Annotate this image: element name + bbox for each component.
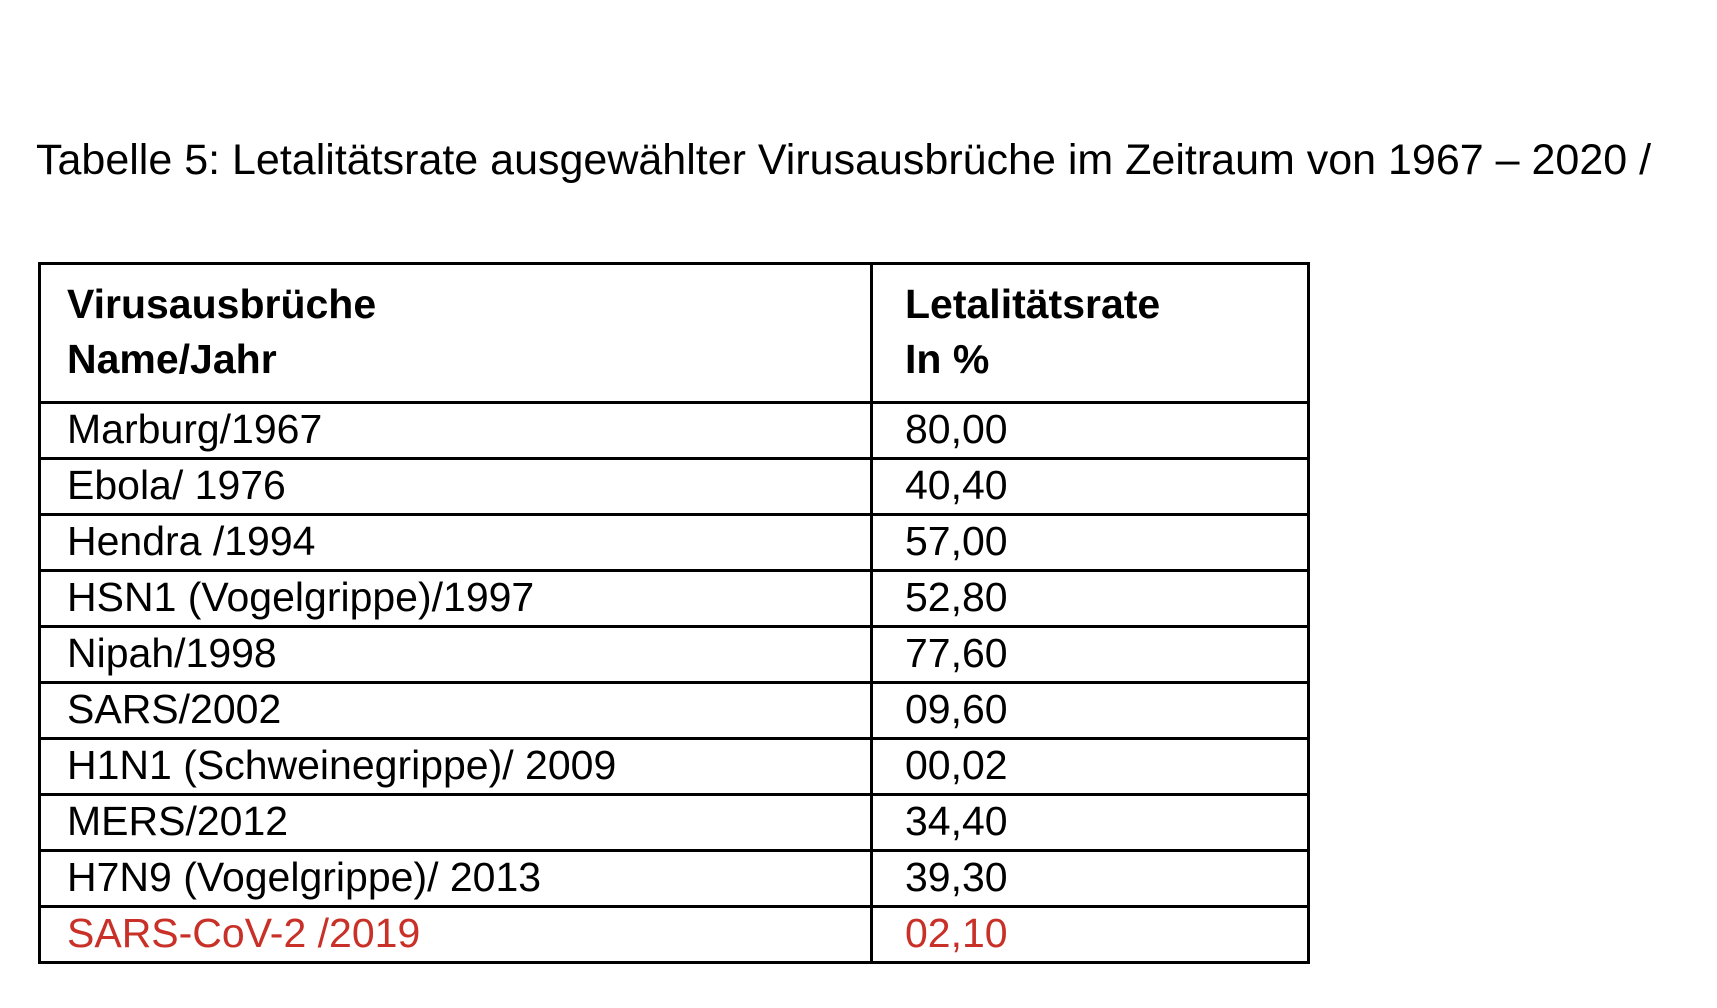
rate-cell: 02,10: [870, 905, 1310, 964]
table-row: HSN1 (Vogelgrippe)/1997 52,80: [38, 569, 1310, 628]
virus-name-cell: Nipah/1998: [38, 625, 873, 684]
rate-cell: 52,80: [870, 569, 1310, 628]
table-row: SARS-CoV-2 /2019 02,10: [38, 905, 1310, 964]
table-row: H1N1 (Schweinegrippe)/ 2009 00,02: [38, 737, 1310, 796]
table-row: Hendra /1994 57,00: [38, 513, 1310, 572]
virus-name-cell: Ebola/ 1976: [38, 457, 873, 516]
column-header-rate: Letalitätsrate In %: [870, 262, 1310, 404]
rate-cell: 09,60: [870, 681, 1310, 740]
column-header-virus: Virusausbrüche Name/Jahr: [38, 262, 873, 404]
rate-cell: 80,00: [870, 401, 1310, 460]
column-header-rate-line1: Letalitätsrate: [905, 281, 1161, 327]
column-header-virus-line1: Virusausbrüche: [67, 281, 377, 327]
rate-cell: 40,40: [870, 457, 1310, 516]
virus-name-cell: SARS-CoV-2 /2019: [38, 905, 873, 964]
table-header-row: Virusausbrüche Name/Jahr Letalitätsrate …: [38, 262, 1310, 404]
rate-cell: 34,40: [870, 793, 1310, 852]
column-header-rate-line2: In %: [905, 336, 990, 382]
virus-name-cell: SARS/2002: [38, 681, 873, 740]
table-row: SARS/2002 09,60: [38, 681, 1310, 740]
lethality-table: Virusausbrüche Name/Jahr Letalitätsrate …: [38, 262, 1310, 964]
virus-name-cell: HSN1 (Vogelgrippe)/1997: [38, 569, 873, 628]
table-row: Nipah/1998 77,60: [38, 625, 1310, 684]
rate-cell: 77,60: [870, 625, 1310, 684]
virus-name-cell: H7N9 (Vogelgrippe)/ 2013: [38, 849, 873, 908]
table-row: H7N9 (Vogelgrippe)/ 2013 39,30: [38, 849, 1310, 908]
rate-cell: 00,02: [870, 737, 1310, 796]
rate-cell: 39,30: [870, 849, 1310, 908]
table-row: MERS/2012 34,40: [38, 793, 1310, 852]
rate-cell: 57,00: [870, 513, 1310, 572]
table-caption: Tabelle 5: Letalitätsrate ausgewählter V…: [36, 136, 1652, 184]
virus-name-cell: MERS/2012: [38, 793, 873, 852]
virus-name-cell: H1N1 (Schweinegrippe)/ 2009: [38, 737, 873, 796]
column-header-virus-line2: Name/Jahr: [67, 336, 277, 382]
table-row: Ebola/ 1976 40,40: [38, 457, 1310, 516]
table-row: Marburg/1967 80,00: [38, 401, 1310, 460]
virus-name-cell: Marburg/1967: [38, 401, 873, 460]
virus-name-cell: Hendra /1994: [38, 513, 873, 572]
